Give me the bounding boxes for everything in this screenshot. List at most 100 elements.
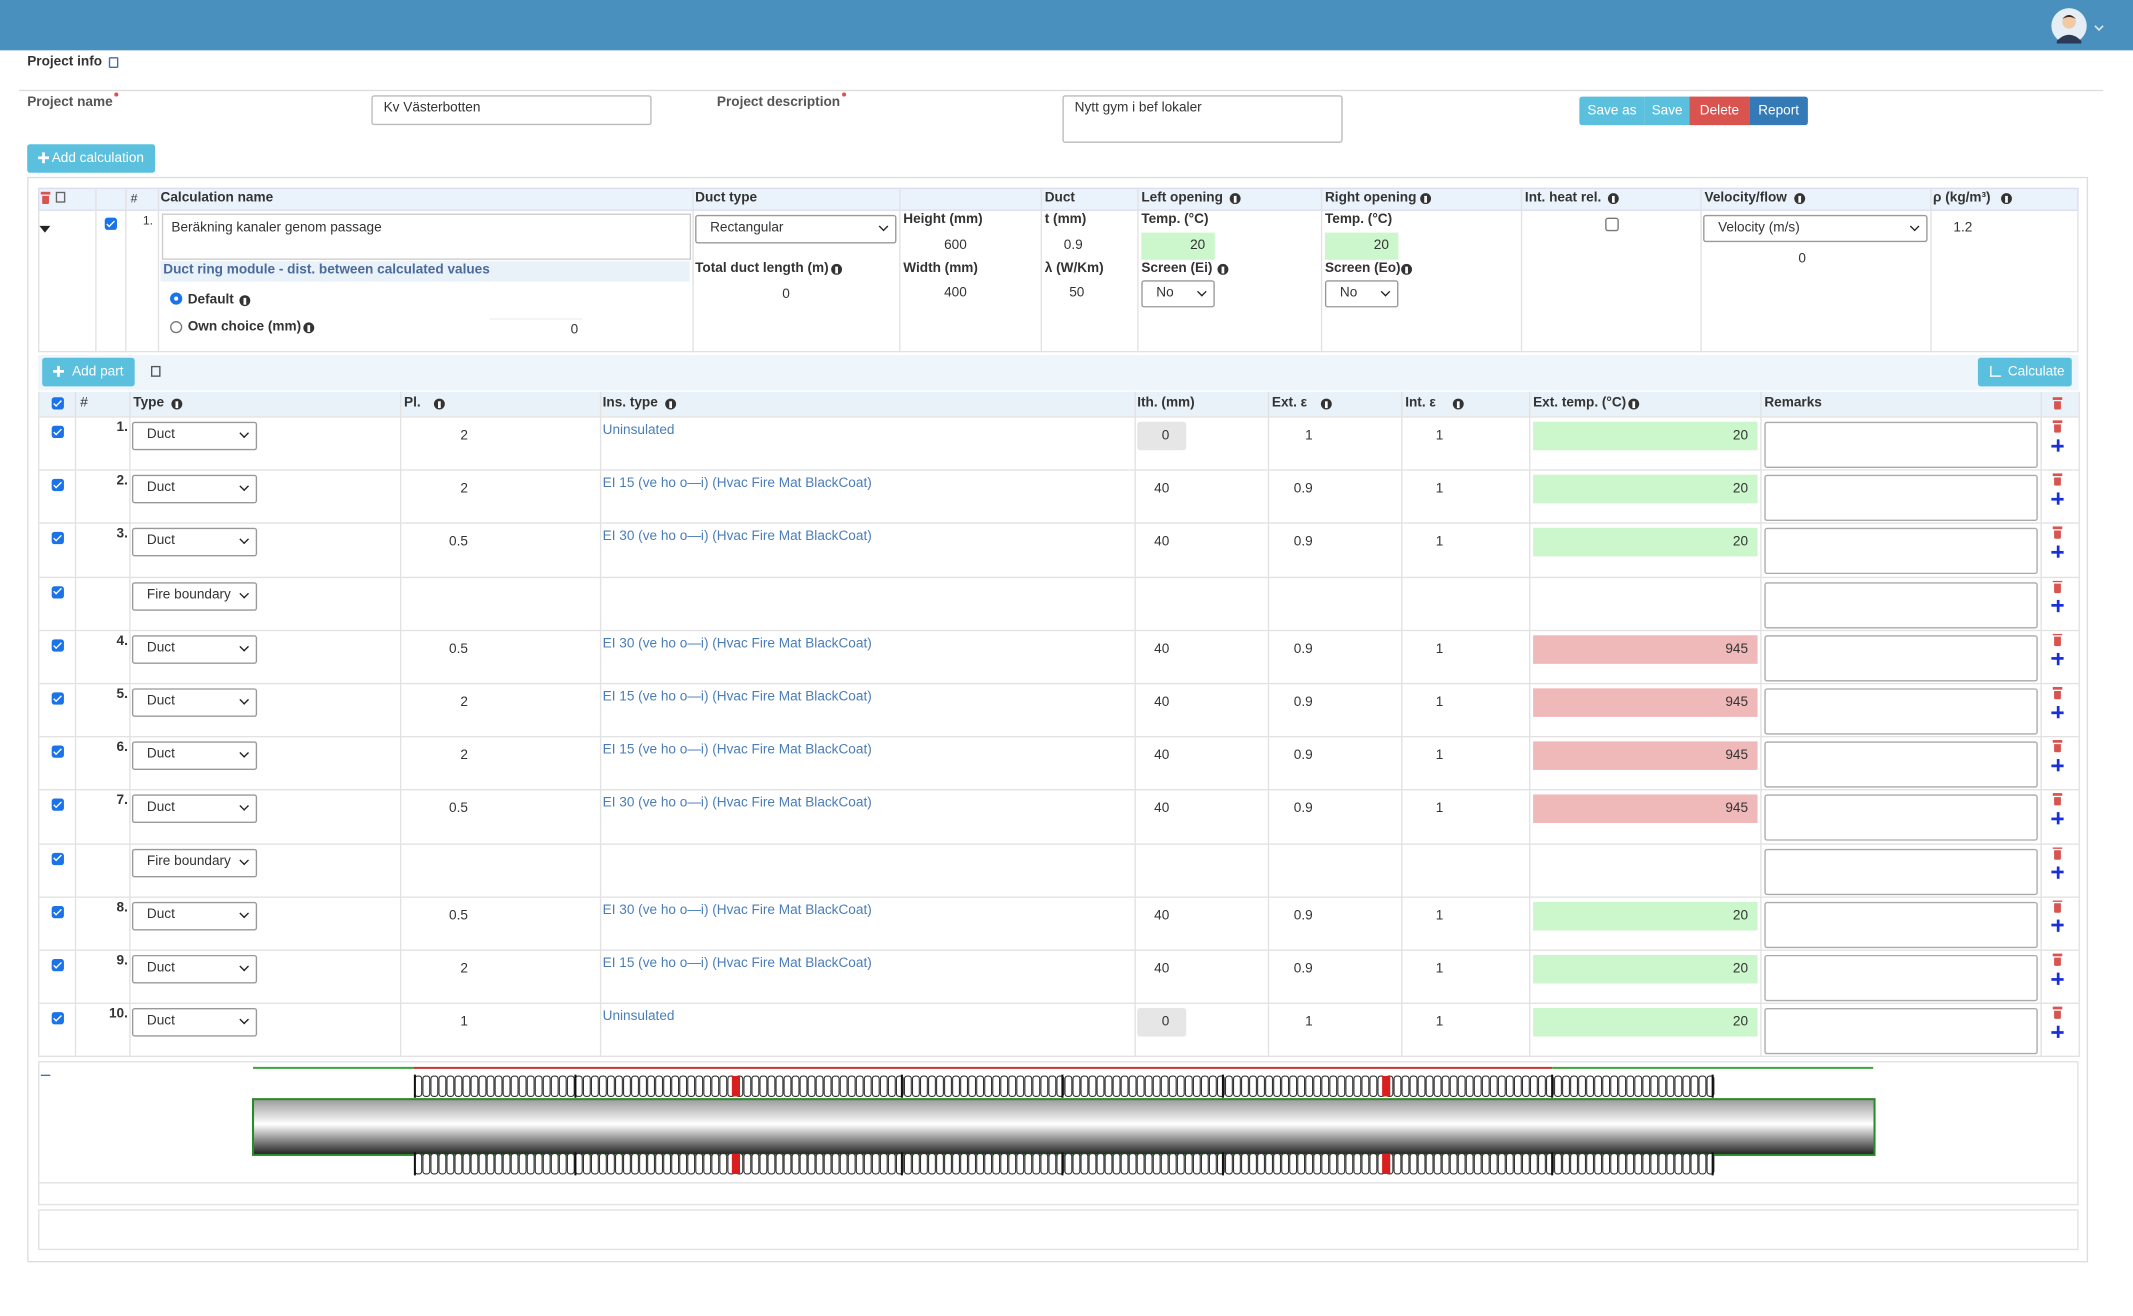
type-select[interactable]: Duct [131, 688, 258, 717]
own-choice-input[interactable]: 0 [489, 318, 583, 340]
info-icon[interactable] [1420, 193, 1432, 205]
remarks-input[interactable] [1764, 848, 2038, 895]
type-select[interactable]: Duct [131, 634, 258, 664]
remarks-input[interactable] [1764, 528, 2038, 575]
trash-icon[interactable] [2052, 1006, 2063, 1020]
info-icon[interactable] [1229, 193, 1241, 205]
ins-type[interactable]: EI 15 (ve ho o—i) (Hvac Fire Mat BlackCo… [602, 956, 872, 972]
ext-temp-input[interactable]: 945 [1533, 688, 1758, 717]
duct-type-select[interactable]: Rectangular [695, 214, 897, 244]
ins-type[interactable]: EI 30 (ve ho o—i) (Hvac Fire Mat BlackCo… [602, 902, 872, 918]
row-checkbox[interactable] [51, 959, 64, 972]
copy-icon[interactable] [150, 365, 161, 377]
type-select[interactable]: Duct [131, 421, 258, 451]
row-checkbox[interactable] [51, 425, 64, 439]
ins-type[interactable]: EI 30 (ve ho o—i) (Hvac Fire Mat BlackCo… [602, 529, 872, 545]
ins-type[interactable]: Uninsulated [602, 1009, 675, 1025]
ext-temp-input[interactable]: 20 [1533, 528, 1758, 557]
int-heat-checkbox[interactable] [1605, 217, 1619, 232]
ins-type[interactable]: EI 30 (ve ho o—i) (Hvac Fire Mat BlackCo… [602, 796, 872, 812]
remarks-input[interactable] [1764, 688, 2038, 735]
info-icon[interactable] [665, 398, 677, 410]
velocity-select[interactable]: Velocity (m/s) [1703, 214, 1928, 243]
ext-temp-input[interactable]: 20 [1533, 421, 1758, 451]
remarks-input[interactable] [1764, 1008, 2038, 1055]
calculate-button[interactable]: Calculate [1977, 357, 2072, 387]
plus-icon[interactable] [2051, 972, 2064, 985]
row-checkbox[interactable] [51, 799, 64, 812]
type-select[interactable]: Duct [131, 901, 258, 931]
plus-icon[interactable] [2051, 599, 2064, 612]
trash-icon[interactable] [2052, 686, 2063, 700]
collapse-caret[interactable] [39, 225, 51, 233]
plus-icon[interactable] [2051, 652, 2064, 665]
plus-icon[interactable] [2051, 546, 2064, 559]
remarks-input[interactable] [1764, 954, 2038, 1002]
row-checkbox[interactable] [51, 692, 64, 705]
row-checkbox[interactable] [104, 217, 117, 230]
ext-temp-input[interactable]: 20 [1533, 475, 1758, 504]
row-checkbox[interactable] [51, 585, 64, 598]
row-checkbox[interactable] [51, 532, 64, 545]
plus-icon[interactable] [2051, 706, 2064, 719]
type-select[interactable]: Duct [131, 528, 258, 557]
info-icon[interactable] [1452, 398, 1464, 410]
type-select[interactable]: Fire boundary [131, 581, 258, 611]
remarks-input[interactable] [1764, 901, 2038, 948]
ext-temp-input[interactable]: 20 [1533, 901, 1758, 931]
trash-icon[interactable] [2052, 473, 2063, 486]
trash-icon[interactable] [2052, 740, 2063, 753]
project-name-input[interactable]: Kv Västerbotten [371, 95, 652, 126]
info-icon[interactable] [1794, 193, 1806, 205]
ext-temp-input[interactable]: 20 [1533, 954, 1758, 984]
right-temp-input[interactable]: 20 [1324, 232, 1399, 260]
type-select[interactable]: Duct [131, 475, 258, 504]
plus-icon[interactable] [2051, 919, 2064, 932]
type-select[interactable]: Duct [131, 954, 258, 984]
ext-temp-input[interactable]: 945 [1533, 794, 1758, 824]
info-icon[interactable] [171, 398, 183, 410]
trash-icon[interactable] [2052, 397, 2063, 410]
ins-type[interactable]: EI 15 (ve ho o—i) (Hvac Fire Mat BlackCo… [602, 689, 872, 705]
info-icon[interactable] [1628, 398, 1640, 410]
avatar[interactable] [2050, 7, 2110, 45]
plus-icon[interactable] [2051, 865, 2064, 879]
row-checkbox[interactable] [51, 1012, 64, 1025]
info-icon[interactable] [1401, 263, 1413, 275]
ins-type[interactable]: Uninsulated [602, 423, 675, 439]
trash-icon[interactable] [2052, 846, 2063, 860]
type-select[interactable]: Duct [131, 1008, 258, 1037]
trash-icon[interactable] [2052, 580, 2063, 593]
calculation-name-input[interactable]: Beräkning kanaler genom passage [161, 213, 692, 260]
ins-type[interactable]: EI 30 (ve ho o—i) (Hvac Fire Mat BlackCo… [602, 636, 872, 652]
trash-icon[interactable] [2052, 793, 2063, 806]
project-description-input[interactable]: Nytt gym i bef lokaler [1062, 95, 1343, 143]
trash-icon[interactable] [2052, 633, 2063, 646]
copy-icon[interactable] [108, 57, 119, 69]
type-select[interactable]: Duct [131, 741, 258, 771]
row-checkbox[interactable] [51, 479, 64, 492]
trash-icon[interactable] [2052, 953, 2063, 966]
type-select[interactable]: Fire boundary [131, 848, 258, 877]
ins-type[interactable]: EI 15 (ve ho o—i) (Hvac Fire Mat BlackCo… [602, 476, 872, 492]
action-button[interactable]: Save as [1579, 96, 1645, 126]
info-icon[interactable] [1217, 263, 1229, 275]
ext-temp-input[interactable]: 20 [1533, 1008, 1758, 1037]
trash-icon[interactable] [2052, 900, 2063, 913]
remarks-input[interactable] [1764, 475, 2038, 522]
remarks-input[interactable] [1764, 421, 2038, 468]
info-icon[interactable] [303, 322, 315, 334]
trash-icon[interactable] [40, 191, 51, 205]
action-button[interactable]: Save [1644, 96, 1690, 126]
info-icon[interactable] [239, 295, 251, 307]
plus-icon[interactable] [2051, 439, 2064, 452]
copy-icon[interactable] [55, 191, 66, 203]
action-button[interactable]: Delete [1689, 96, 1750, 126]
plus-icon[interactable] [2051, 759, 2064, 772]
ext-temp-input[interactable]: 945 [1533, 741, 1758, 771]
plus-icon[interactable] [2051, 1025, 2064, 1039]
ins-type[interactable]: EI 15 (ve ho o—i) (Hvac Fire Mat BlackCo… [602, 742, 872, 758]
remarks-input[interactable] [1764, 794, 2038, 842]
row-checkbox[interactable] [51, 905, 64, 918]
info-icon[interactable] [433, 398, 445, 410]
